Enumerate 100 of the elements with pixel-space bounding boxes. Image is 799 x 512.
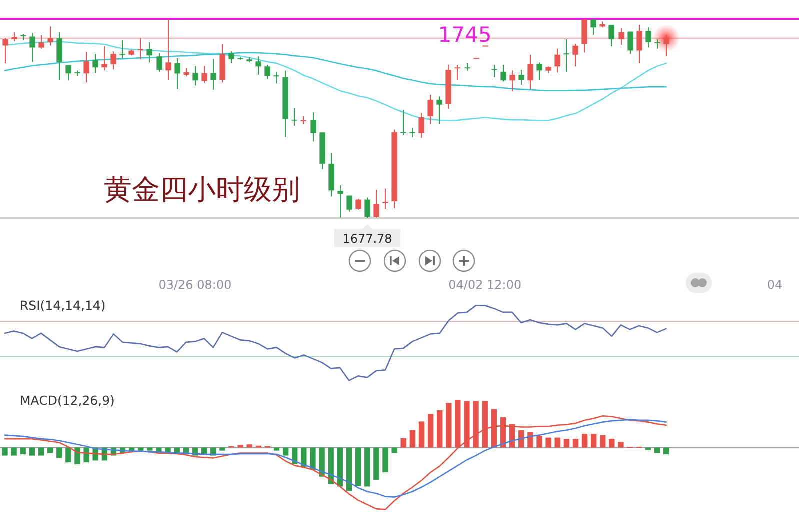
- bar: [20, 448, 26, 455]
- bar: [56, 448, 62, 458]
- candlestick: [346, 196, 352, 212]
- candlestick: [654, 40, 660, 49]
- bar: [138, 448, 144, 451]
- bar: [564, 439, 570, 448]
- candlestick: [128, 50, 134, 56]
- candlestick: [646, 27, 652, 48]
- candlestick: [30, 33, 36, 62]
- bar: [364, 448, 370, 487]
- candlestick: [418, 113, 424, 138]
- candlestick: [220, 44, 226, 83]
- bar: [74, 448, 80, 464]
- bar: [536, 436, 542, 448]
- candlestick: [464, 63, 470, 71]
- text: 1677.78: [342, 232, 392, 246]
- candlestick: [536, 62, 542, 80]
- candlestick: [174, 58, 180, 90]
- bar: [220, 448, 226, 451]
- bar: [29, 448, 35, 456]
- candlestick: [282, 70, 288, 138]
- bar: [38, 448, 44, 456]
- bar: [382, 448, 388, 473]
- candlestick: [156, 53, 162, 72]
- candlestick: [56, 32, 62, 80]
- candlestick: [564, 40, 570, 72]
- bar: [292, 448, 298, 464]
- bar: [147, 448, 153, 451]
- bar: [201, 448, 208, 455]
- candlestick: [320, 132, 326, 170]
- candlestick: [138, 38, 144, 60]
- candlestick: [546, 66, 552, 74]
- bar: [283, 448, 289, 456]
- candlestick: [48, 26, 54, 46]
- bar: [591, 434, 597, 448]
- candlestick: [400, 110, 406, 135]
- candlestick: [392, 130, 398, 209]
- bar: [66, 448, 72, 463]
- bar: [428, 414, 434, 448]
- bar: [600, 435, 606, 448]
- candlestick: [120, 40, 126, 59]
- candlestick: [228, 52, 234, 64]
- candlestick: [202, 66, 208, 84]
- bar: [238, 445, 244, 448]
- candlestick: [66, 65, 72, 81]
- x-tick-label: 04/02 12:00: [448, 278, 522, 292]
- text: 黄金四小时级别: [104, 173, 300, 206]
- candlestick: [2, 38, 8, 64]
- bar: [645, 448, 651, 450]
- bar: [274, 448, 280, 451]
- candlestick: [618, 28, 624, 46]
- candlestick: [428, 94, 434, 124]
- bar: [2, 448, 8, 456]
- candlestick: [210, 59, 216, 90]
- bar: [654, 448, 660, 454]
- candlestick: [528, 54, 534, 90]
- bar: [446, 403, 452, 448]
- bar: [301, 448, 307, 467]
- candlestick: [20, 34, 26, 40]
- bar: [47, 448, 54, 454]
- x-tick-label: 04: [767, 278, 783, 292]
- bar: [546, 438, 552, 448]
- candlestick: [300, 116, 306, 124]
- chart-title: MACD(12,26,9): [20, 393, 115, 408]
- candlestick: [292, 108, 298, 126]
- candlestick: [454, 65, 460, 80]
- bar: [618, 442, 624, 448]
- candlestick: [84, 52, 90, 83]
- bar: [410, 430, 416, 448]
- bar: [418, 422, 425, 448]
- candlestick: [572, 44, 578, 67]
- candlestick: [328, 153, 334, 197]
- bar: [609, 439, 615, 448]
- candlestick: [500, 65, 506, 82]
- bar: [355, 448, 362, 486]
- candlestick: [518, 70, 524, 86]
- candlestick: [338, 185, 344, 218]
- candlestick: [374, 190, 380, 218]
- bar: [572, 439, 579, 448]
- candlestick: [664, 34, 670, 56]
- candlestick: [264, 65, 270, 80]
- candlestick: [246, 57, 252, 63]
- candlestick: [608, 24, 614, 47]
- bar: [346, 448, 352, 492]
- bar: [582, 434, 588, 448]
- candlestick: [590, 19, 596, 35]
- candlestick: [636, 24, 642, 64]
- bar: [392, 448, 398, 454]
- bar: [11, 448, 17, 456]
- candlestick: [446, 65, 452, 110]
- bar: [84, 448, 90, 463]
- bar: [374, 448, 380, 480]
- candlestick: [310, 112, 316, 142]
- candlestick: [382, 188, 388, 210]
- annotation: 1745: [438, 23, 492, 47]
- candlestick: [582, 19, 588, 53]
- candlestick: [256, 56, 262, 76]
- candlestick: [12, 32, 18, 42]
- candlestick: [274, 72, 280, 84]
- bar: [554, 438, 560, 448]
